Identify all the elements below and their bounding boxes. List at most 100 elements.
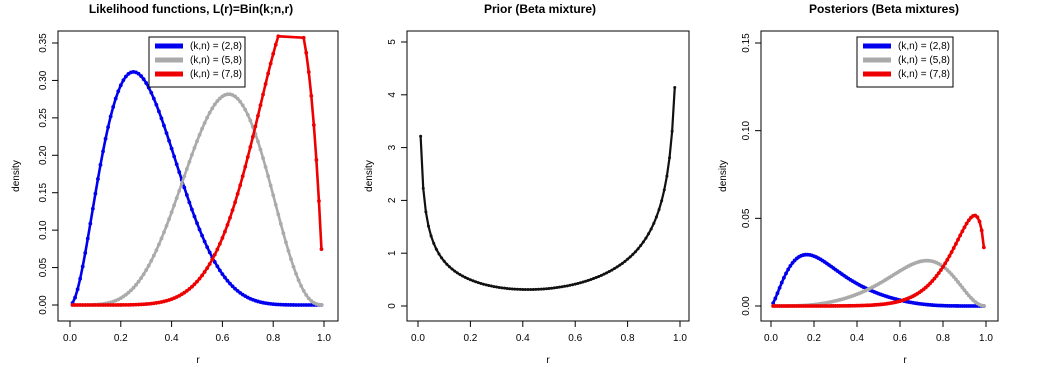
panel-3-y-axis: 0.00 0.05 0.10 0.15 <box>741 33 762 316</box>
data-point <box>594 276 598 280</box>
x-tick-label: 0.0 <box>63 333 77 344</box>
data-point <box>641 240 645 244</box>
data-point <box>268 183 273 188</box>
data-point <box>458 273 462 277</box>
data-point <box>202 121 207 125</box>
data-point <box>586 278 590 282</box>
data-point <box>304 50 309 55</box>
y-tick-label: 3 <box>387 144 398 150</box>
data-point <box>299 284 304 288</box>
y-tick-label: 0.30 <box>38 70 49 90</box>
data-point <box>108 114 113 119</box>
data-point <box>167 217 171 222</box>
data-point <box>177 188 182 193</box>
data-point <box>544 287 548 291</box>
data-point <box>633 250 637 254</box>
data-point <box>670 129 674 133</box>
data-point <box>453 269 457 273</box>
data-point <box>565 284 569 288</box>
data-point <box>129 288 133 293</box>
data-point <box>620 261 624 265</box>
data-point <box>268 61 273 66</box>
data-point <box>263 82 268 86</box>
panel-1-y-axis: 0.00 0.05 0.10 0.15 0.20 0.25 0.30 0.35 <box>38 33 59 315</box>
data-point <box>602 272 606 276</box>
x-tick-label: 0.2 <box>463 333 477 344</box>
data-point <box>256 113 260 118</box>
data-point <box>220 272 225 276</box>
data-point <box>162 230 166 235</box>
data-point <box>306 70 311 74</box>
data-point <box>113 96 118 101</box>
x-tick-label: 0.4 <box>165 333 179 344</box>
data-point <box>513 287 517 291</box>
data-point <box>539 287 543 291</box>
data-point <box>547 287 551 290</box>
data-point <box>949 250 954 255</box>
data-point <box>317 199 321 203</box>
data-point <box>151 253 156 258</box>
panel-2-xlabel: r <box>546 355 550 366</box>
data-point <box>83 251 88 255</box>
data-point <box>576 281 580 285</box>
panel-3-series <box>771 213 986 308</box>
data-point <box>144 81 149 85</box>
data-point <box>424 210 428 214</box>
data-point <box>779 280 784 285</box>
data-point <box>977 219 982 224</box>
data-point <box>177 170 182 174</box>
data-point <box>639 244 643 248</box>
data-point <box>98 162 103 167</box>
panel-2-frame <box>406 30 690 322</box>
data-point <box>492 285 496 289</box>
data-point <box>568 283 572 287</box>
data-point <box>228 215 232 220</box>
data-point <box>136 71 141 76</box>
data-point <box>788 263 793 268</box>
data-point <box>220 236 225 240</box>
data-point <box>573 282 577 286</box>
data-point <box>235 96 240 101</box>
data-point <box>240 103 245 108</box>
panel-2-title: Prior (Beta mixture) <box>484 2 596 16</box>
data-point <box>938 268 943 272</box>
data-point <box>271 193 276 198</box>
data-point <box>210 257 215 262</box>
data-point <box>607 270 611 274</box>
data-point <box>432 241 436 245</box>
data-point <box>495 285 499 289</box>
data-point <box>555 286 559 290</box>
data-point <box>154 248 159 253</box>
data-point <box>238 183 243 188</box>
data-point <box>190 207 194 212</box>
data-point <box>88 221 93 226</box>
data-point <box>78 276 83 281</box>
data-point <box>202 270 207 274</box>
data-point <box>248 145 253 149</box>
data-point <box>537 287 541 291</box>
data-point <box>75 287 80 292</box>
data-point <box>250 134 255 139</box>
data-point <box>184 193 189 197</box>
data-point <box>516 287 520 291</box>
data-point <box>291 264 296 269</box>
data-point <box>172 203 177 208</box>
data-point <box>581 280 585 284</box>
data-point <box>195 279 199 284</box>
data-point <box>134 282 138 287</box>
data-point <box>962 288 967 293</box>
data-point <box>261 156 265 160</box>
data-point <box>96 177 100 181</box>
data-point <box>210 106 215 111</box>
data-point <box>930 279 935 283</box>
data-point <box>121 78 126 83</box>
data-point <box>195 139 199 144</box>
data-point <box>311 123 316 127</box>
data-point <box>200 126 204 131</box>
data-point <box>956 237 960 242</box>
data-point <box>243 164 248 169</box>
data-point <box>560 285 564 289</box>
data-point <box>966 218 971 223</box>
data-point <box>777 285 782 290</box>
